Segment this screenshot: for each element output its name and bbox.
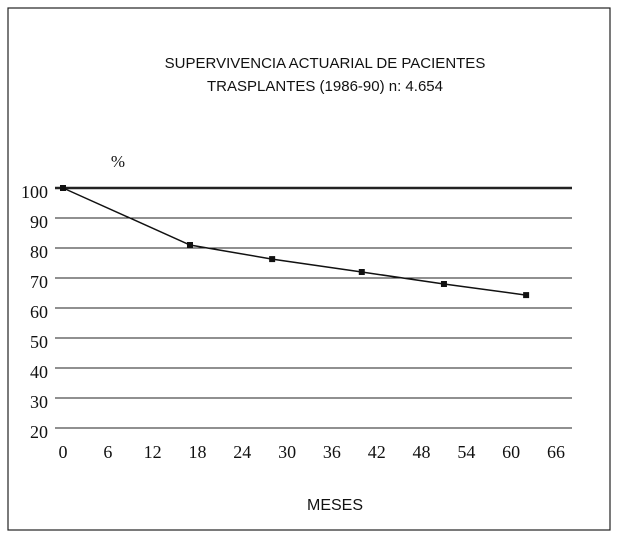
y-tick-label: 50: [30, 332, 48, 352]
marker: [440, 281, 447, 287]
chart-title: TRASPLANTES (1986-90) n: 4.654: [207, 78, 443, 95]
line: [62, 187, 527, 296]
chart-title: SUPERVIVENCIA ACTUARIAL DE PACIENTES: [165, 55, 486, 72]
y-tick-label: 100: [21, 182, 48, 202]
y-tick-label: 90: [30, 212, 48, 232]
x-tick-label: 18: [188, 442, 206, 462]
x-tick-label: 54: [457, 442, 475, 462]
x-axis-label: MESES: [307, 497, 363, 514]
marker: [269, 256, 276, 263]
marker: [358, 269, 365, 275]
y-tick-label: 60: [30, 302, 48, 322]
x-tick-label: 6: [103, 442, 112, 462]
x-tick-label: 60: [502, 442, 520, 462]
y-tick-label: 20: [30, 422, 48, 442]
marker: [523, 292, 530, 299]
x-tick-label: 48: [413, 442, 431, 462]
x-tick-label: 42: [368, 442, 386, 462]
x-tick-label: 24: [233, 442, 251, 462]
x-tick-label: 12: [144, 442, 162, 462]
y-tick-label: 40: [30, 362, 48, 382]
y-axis-label: %: [111, 152, 125, 171]
x-tick-label: 36: [323, 442, 341, 462]
x-tick-label: 66: [547, 442, 565, 462]
y-tick-label: 80: [30, 242, 48, 262]
x-tick-label: 30: [278, 442, 296, 462]
frame: [7, 7, 611, 531]
marker: [186, 242, 193, 248]
y-tick-label: 70: [30, 272, 48, 292]
y-tick-label: 30: [30, 392, 48, 412]
marker: [60, 185, 66, 191]
x-tick-label: 0: [59, 442, 68, 462]
